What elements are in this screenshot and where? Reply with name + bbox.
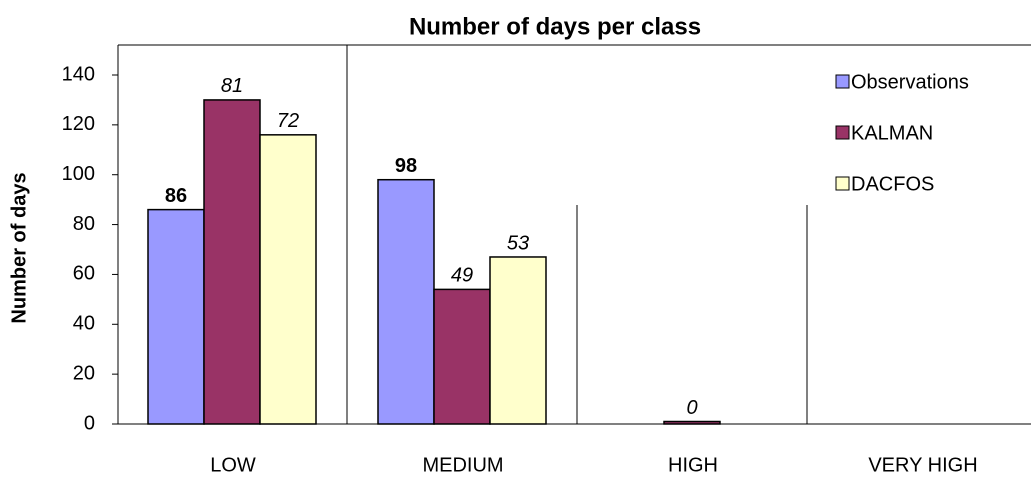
- y-tick-label: 100: [62, 163, 95, 185]
- x-tick-label: HIGH: [668, 454, 718, 476]
- bar: [203, 99, 261, 425]
- bar: [433, 288, 491, 425]
- data-label: 81: [221, 75, 243, 97]
- y-tick-label: 40: [73, 313, 95, 335]
- data-label: 98: [395, 155, 417, 177]
- y-tick-label: 0: [84, 412, 95, 434]
- legend-label: Observations: [851, 71, 969, 93]
- x-tick-label: MEDIUM: [422, 454, 503, 476]
- data-label: 72: [277, 110, 299, 132]
- legend-swatch: [835, 74, 850, 89]
- legend-swatch: [835, 176, 850, 191]
- data-label: 0: [686, 397, 697, 419]
- y-tick-label: 140: [62, 63, 95, 85]
- data-label: 53: [507, 232, 529, 254]
- legend-swatch: [835, 125, 850, 140]
- y-axis-title: Number of days: [8, 172, 30, 323]
- y-tick-label: 20: [73, 362, 95, 384]
- legend-label: DACFOS: [851, 173, 934, 195]
- y-tick-label: 120: [62, 113, 95, 135]
- legend-label: KALMAN: [851, 122, 933, 144]
- x-tick-label: LOW: [210, 454, 256, 476]
- data-label: 49: [451, 265, 473, 287]
- bar: [377, 178, 435, 425]
- chart-title: Number of days per class: [409, 13, 701, 40]
- y-tick-label: 80: [73, 213, 95, 235]
- y-tick-label: 60: [73, 263, 95, 285]
- bar: [489, 256, 547, 425]
- x-tick-label: VERY HIGH: [868, 454, 977, 476]
- bar: [259, 134, 317, 425]
- bar: [147, 208, 205, 425]
- data-label: 86: [165, 185, 187, 207]
